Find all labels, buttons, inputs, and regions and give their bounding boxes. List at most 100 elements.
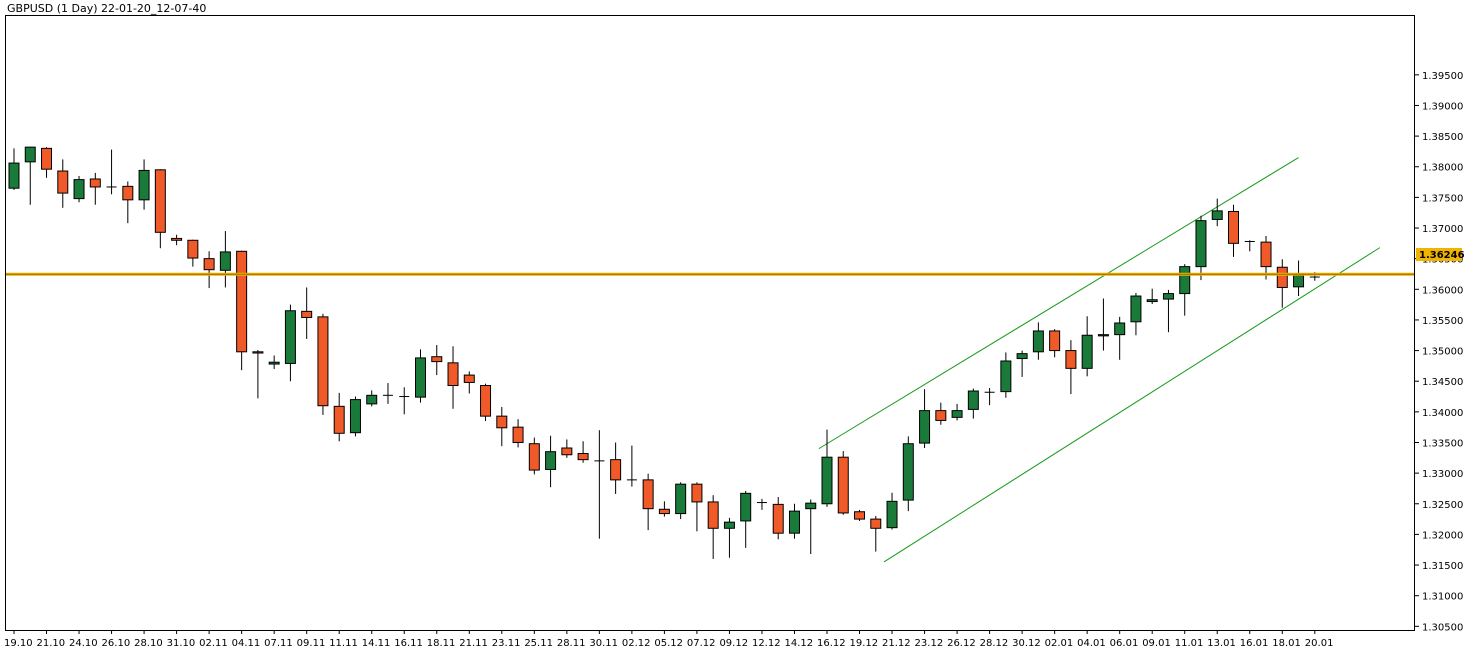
x-tick-label: 28.10	[134, 638, 163, 649]
x-tick-label: 19.12	[850, 638, 879, 649]
candle	[561, 439, 573, 458]
candle-body	[1032, 330, 1044, 353]
candle-body	[480, 385, 492, 417]
candle-body	[854, 511, 866, 520]
x-tick-label: 04.11	[232, 638, 261, 649]
candle	[1097, 298, 1109, 351]
candle-body	[349, 399, 361, 434]
candle	[24, 146, 36, 205]
candle	[740, 490, 752, 548]
candle	[447, 346, 459, 409]
channel-lower-line	[883, 247, 1381, 563]
candle	[203, 251, 215, 289]
candle-body	[431, 356, 443, 363]
candle	[1114, 316, 1126, 360]
candle	[187, 239, 199, 267]
candle-body	[1162, 293, 1174, 300]
candle	[1130, 292, 1142, 336]
candle-body	[1179, 266, 1191, 295]
x-tick-label: 28.11	[557, 638, 586, 649]
candle-body	[1000, 360, 1012, 393]
x-tick-label: 09.12	[719, 638, 748, 649]
candle	[1000, 352, 1012, 398]
x-tick-label: 14.12	[784, 638, 813, 649]
current-price-box	[1416, 248, 1462, 261]
x-tick-label: 25.11	[524, 638, 553, 649]
candle	[1146, 288, 1158, 305]
candle-body	[691, 483, 703, 503]
candle	[1260, 235, 1272, 280]
candle	[594, 430, 605, 539]
chart-title: GBPUSD (1 Day) 22-01-20_12-07-40	[7, 2, 206, 15]
x-tick-label: 16.01	[1240, 638, 1269, 649]
candle-body	[886, 500, 898, 529]
x-axis: 19.10 21.10 24.10 26.10 28.10 31.10 02.11 04.11…	[4, 630, 1333, 649]
x-tick-label: 26.10	[102, 638, 131, 649]
candle	[463, 371, 475, 394]
x-tick-label: 30.12	[1012, 638, 1041, 649]
candle	[1049, 329, 1061, 358]
x-tick-label: 06.01	[1110, 638, 1139, 649]
candle-body	[1228, 210, 1239, 244]
x-tick-label: 23.12	[915, 638, 944, 649]
x-tick-label: 30.11	[589, 638, 618, 649]
candle-body	[788, 510, 800, 534]
candle	[870, 516, 882, 552]
candle-body	[967, 390, 979, 410]
x-tick-label: 31.10	[167, 638, 196, 649]
candle	[333, 392, 345, 442]
x-tick-label: 16.11	[394, 638, 423, 649]
candle-body	[821, 456, 833, 505]
candle	[821, 429, 833, 507]
x-tick-label: 11.11	[329, 638, 358, 649]
candle-body	[1146, 299, 1158, 303]
candle-body	[1260, 241, 1272, 268]
candle-body	[642, 479, 654, 510]
x-tick-label: 18.11	[427, 638, 456, 649]
candle-body	[577, 453, 589, 461]
y-tick-label: 1.37500	[1422, 193, 1463, 204]
candle-body	[935, 410, 947, 421]
candle	[1016, 350, 1028, 377]
x-tick-label: 21.12	[882, 638, 911, 649]
candle	[886, 492, 898, 530]
candle-body	[1016, 353, 1028, 360]
candle-body	[1097, 334, 1109, 337]
current-price-label: 1.36246	[1419, 250, 1465, 261]
candle-body	[415, 357, 426, 398]
candle	[707, 495, 719, 559]
candle-body	[24, 146, 36, 163]
x-tick-label: 19.10	[4, 638, 33, 649]
candle-body	[772, 503, 784, 534]
candle-body	[171, 237, 183, 241]
candle	[967, 388, 979, 419]
candle-body	[366, 394, 378, 405]
y-tick-label: 1.37000	[1422, 224, 1463, 235]
candle	[545, 435, 557, 488]
candle-body	[236, 250, 248, 353]
y-tick-label: 1.30500	[1422, 622, 1463, 633]
candle-body	[675, 483, 687, 515]
candle	[1276, 259, 1288, 308]
candle	[138, 159, 150, 210]
candle	[1081, 316, 1093, 377]
x-tick-label: 14.11	[362, 638, 391, 649]
candle-body	[317, 316, 329, 407]
x-tick-label: 20.01	[1305, 638, 1334, 649]
candle	[317, 313, 329, 415]
x-tick-label: 02.12	[622, 638, 651, 649]
candle-body	[463, 374, 475, 383]
candle	[1195, 215, 1207, 281]
candle-body	[268, 361, 280, 365]
candle	[431, 345, 443, 376]
x-tick-label: 12.12	[752, 638, 781, 649]
candle	[366, 390, 378, 407]
x-tick-label: 28.12	[980, 638, 1009, 649]
candle	[171, 234, 183, 246]
candle-body	[545, 451, 557, 470]
candle-body	[73, 179, 85, 200]
x-tick-label: 05.12	[654, 638, 683, 649]
x-tick-label: 07.11	[264, 638, 293, 649]
x-tick-label: 04.01	[1077, 638, 1106, 649]
